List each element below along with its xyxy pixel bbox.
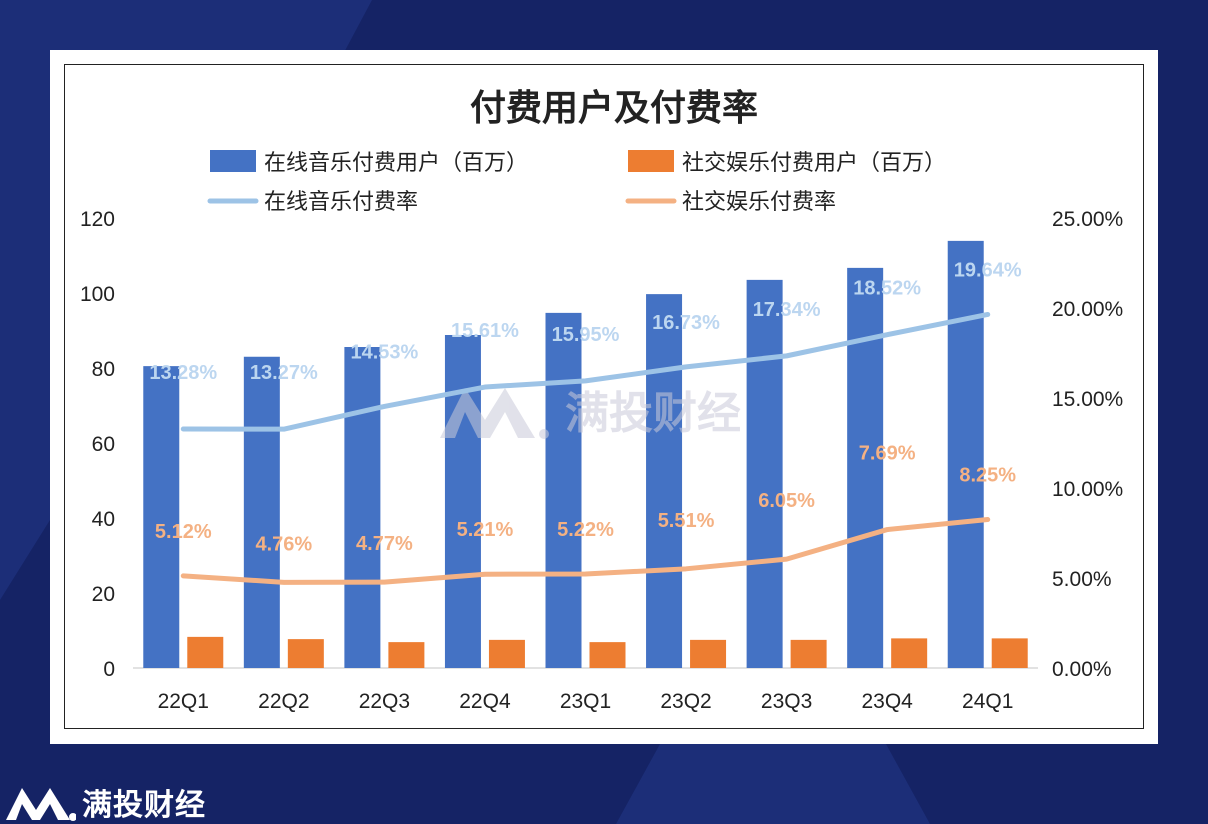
- y-right-tick-label: 10.00%: [1052, 478, 1123, 501]
- bar-music-users: [243, 356, 280, 668]
- data-label-music-rate: 13.27%: [250, 362, 318, 384]
- y-left-tick-label: 20: [92, 583, 115, 606]
- bar-social-users: [790, 639, 827, 668]
- lines: [180, 311, 991, 585]
- bars: [143, 240, 1028, 668]
- brand-logo: 满投财经: [4, 782, 206, 823]
- bar-music-users: [344, 347, 381, 668]
- bar-social-users: [891, 638, 928, 668]
- watermark: 满投财经: [440, 388, 741, 439]
- legend-label-music-users: 在线音乐付费用户（百万）: [264, 151, 528, 176]
- x-tick-label: 23Q1: [560, 690, 611, 713]
- data-labels: 13.28% 13.27% 14.53% 15.61% 15.95% 16.73% 17.3…: [149, 259, 1021, 555]
- bar-music-users: [847, 267, 884, 668]
- data-label-music-rate: 16.73%: [652, 312, 720, 334]
- mountain-m-logo-icon: [6, 788, 76, 821]
- watermark-text: 满投财经: [565, 388, 741, 439]
- bar-social-users: [388, 642, 425, 668]
- data-label-social-rate: 7.69%: [859, 443, 916, 465]
- bar-music-users: [947, 240, 984, 668]
- watermark-logo-dot: [539, 429, 549, 439]
- x-tick-label: 23Q3: [761, 690, 812, 713]
- data-label-social-rate: 5.21%: [457, 519, 514, 541]
- bar-social-users: [690, 639, 727, 668]
- legend-label-social-rate: 社交娱乐付费率: [682, 190, 836, 215]
- y-right-tick-label: 25.00%: [1052, 208, 1123, 231]
- data-label-music-rate: 17.34%: [753, 299, 821, 321]
- x-tick-label: 22Q2: [258, 690, 309, 713]
- chart-title: 付费用户及付费率: [470, 88, 758, 129]
- data-label-social-rate: 5.22%: [557, 519, 614, 541]
- bar-music-users: [143, 366, 180, 668]
- bar-social-users: [488, 639, 525, 668]
- bar-social-users: [187, 636, 224, 668]
- y-left-tick-label: 0: [103, 658, 115, 681]
- y-left-tick-label: 40: [92, 508, 115, 531]
- y-axis-left: 0 20 40 60 80 100 120: [80, 208, 115, 681]
- legend-swatch-social-users: [628, 150, 674, 172]
- bar-music-users: [646, 294, 683, 668]
- legend-swatch-music-users: [210, 150, 256, 172]
- bar-music-users: [545, 312, 582, 668]
- data-label-social-rate: 4.77%: [356, 533, 413, 555]
- bg-accent-bottom: [616, 744, 930, 824]
- legend-label-music-rate: 在线音乐付费率: [264, 190, 418, 215]
- y-left-tick-label: 80: [92, 358, 115, 381]
- line-music-rate: [180, 311, 991, 432]
- y-right-tick-label: 5.00%: [1052, 568, 1112, 591]
- data-label-music-rate: 14.53%: [350, 341, 418, 363]
- data-label-social-rate: 6.05%: [758, 490, 815, 512]
- y-right-tick-label: 15.00%: [1052, 388, 1123, 411]
- watermark-logo-icon: [440, 388, 535, 438]
- legend: 在线音乐付费用户（百万） 社交娱乐付费用户（百万） 在线音乐付费率 社交娱乐付费…: [207, 150, 946, 215]
- x-tick-label: 22Q4: [459, 690, 511, 713]
- x-tick-label: 24Q1: [962, 690, 1013, 713]
- y-axis-right: 0.00% 5.00% 10.00% 15.00% 20.00% 25.00%: [1052, 208, 1123, 681]
- brand-name: 满投财经: [82, 788, 206, 823]
- chart-frame: [64, 64, 1144, 729]
- bar-social-users: [589, 642, 626, 668]
- bar-music-users: [444, 335, 481, 668]
- data-label-music-rate: 13.28%: [149, 362, 217, 384]
- data-label-social-rate: 5.12%: [155, 521, 212, 543]
- y-left-tick-label: 120: [80, 208, 115, 231]
- data-label-social-rate: 4.76%: [255, 533, 312, 555]
- x-axis: 22Q1 22Q2 22Q3 22Q4 23Q1 23Q2 23Q3 23Q4 24Q1: [158, 690, 1014, 713]
- x-tick-label: 23Q2: [660, 690, 711, 713]
- data-label-music-rate: 18.52%: [853, 278, 921, 300]
- x-tick-label: 22Q1: [158, 690, 209, 713]
- bar-music-users: [746, 279, 783, 668]
- data-label-music-rate: 19.64%: [954, 259, 1022, 281]
- data-label-social-rate: 5.51%: [658, 510, 715, 532]
- y-left-tick-label: 60: [92, 433, 115, 456]
- bar-social-users: [991, 638, 1028, 668]
- legend-label-social-users: 社交娱乐付费用户（百万）: [682, 151, 946, 176]
- x-tick-label: 23Q4: [861, 690, 913, 713]
- y-left-tick-label: 100: [80, 283, 115, 306]
- bar-social-users: [287, 639, 324, 668]
- data-label-music-rate: 15.61%: [451, 320, 519, 342]
- y-right-tick-label: 20.00%: [1052, 298, 1123, 321]
- data-label-social-rate: 8.25%: [959, 465, 1016, 487]
- line-social-rate: [180, 517, 991, 585]
- y-right-tick-label: 0.00%: [1052, 658, 1112, 681]
- data-label-music-rate: 15.95%: [552, 324, 620, 346]
- x-tick-label: 22Q3: [359, 690, 410, 713]
